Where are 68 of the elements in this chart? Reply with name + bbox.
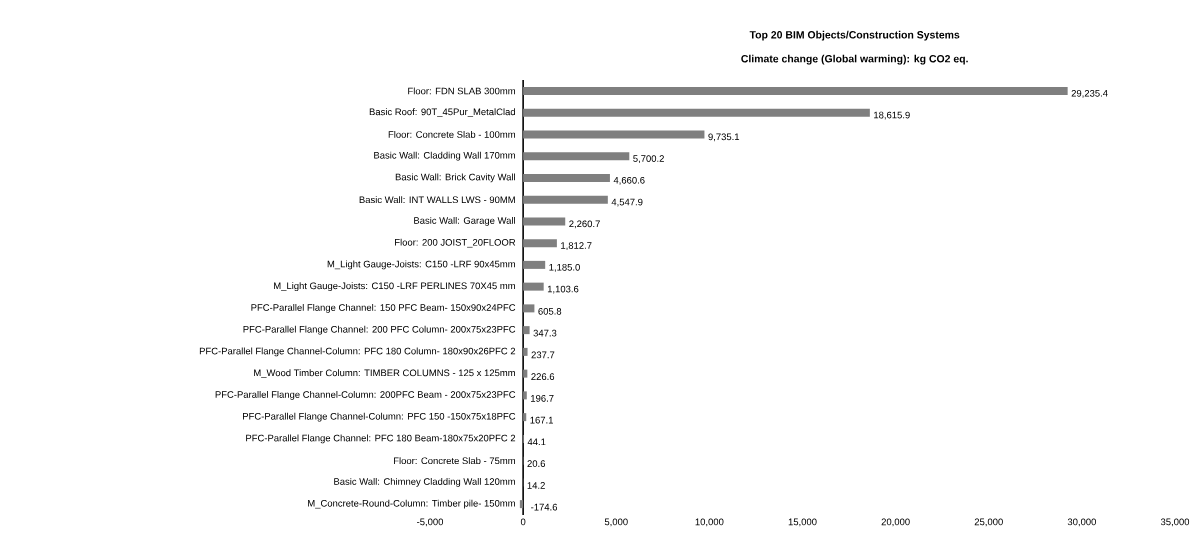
bar xyxy=(523,239,557,248)
data-label: 5,700.2 xyxy=(633,155,664,164)
bar xyxy=(523,326,530,335)
data-label: 2,260.7 xyxy=(569,220,600,229)
y-tick-label: PFC-Parallel Flange Channel: PFC 180 Beam-180x75x20PFC 2 xyxy=(246,434,516,444)
bar xyxy=(523,130,705,139)
y-tick-label: Floor: Concrete Slab - 75mm xyxy=(394,457,515,465)
x-tick-label: 25,000 xyxy=(974,518,1003,527)
y-tick-label: Basic Wall: Brick Cavity Wall xyxy=(395,173,515,183)
data-label: 4,660.6 xyxy=(613,176,645,185)
data-label: 605.8 xyxy=(538,308,562,315)
data-label: 20.6 xyxy=(527,460,546,467)
bar xyxy=(523,369,528,378)
bar xyxy=(523,108,870,117)
bar xyxy=(523,304,535,313)
y-tick-label: Basic Wall: Garage Wall xyxy=(414,216,515,226)
y-tick-label: M_Light Gauge-Joists: C150 -LRF 90x45mm xyxy=(327,260,515,270)
data-label: 44.1 xyxy=(527,438,546,446)
bar xyxy=(523,282,544,291)
bar xyxy=(523,413,527,422)
y-tick-label: Floor: FDN SLAB 300mm xyxy=(408,87,515,95)
y-tick-label: Basic Wall: Cladding Wall 170mm xyxy=(374,151,515,161)
y-tick-label: Basic Wall: Chimney Cladding Wall 120mm xyxy=(334,477,515,487)
y-tick-label: PFC-Parallel Flange Channel-Column: PFC 150 -150x75x18PFC xyxy=(243,412,516,422)
bar xyxy=(523,260,546,269)
y-tick-label: PFC-Parallel Flange Channel-Column: PFC 180 Column- 180x90x26PFC 2 xyxy=(199,347,516,357)
x-tick-label: 30,000 xyxy=(1067,518,1096,527)
bar xyxy=(523,173,610,182)
x-tick-label: 10,000 xyxy=(695,518,724,527)
x-tick-label: 20,000 xyxy=(881,518,910,527)
y-tick-label: M_Concrete-Round-Column: Timber pile- 150mm xyxy=(308,499,515,509)
data-label: 9,735.1 xyxy=(708,133,740,142)
data-label: 18,615.9 xyxy=(874,111,910,120)
data-label: 167.1 xyxy=(530,416,553,424)
y-tick-label: Floor: 200 JOIST_20FLOOR xyxy=(395,238,516,248)
data-label: 1,812.7 xyxy=(561,242,592,251)
x-tick-label: 0 xyxy=(520,518,526,526)
bar xyxy=(523,86,1068,95)
y-tick-label: M_Light Gauge-Joists: C150 -LRF PERLINES 70X45 mm xyxy=(274,282,515,292)
chart-title: Top 20 BIM Objects/Construction Systems xyxy=(749,30,960,41)
bar xyxy=(519,500,524,509)
x-tick-label: 5,000 xyxy=(604,518,628,527)
bar xyxy=(523,152,630,161)
x-tick-label: 15,000 xyxy=(788,518,817,527)
data-label: 1,185.0 xyxy=(549,263,580,272)
x-tick-label: 35,000 xyxy=(1160,518,1190,527)
y-tick-label: PFC-Parallel Flange Channel: 200 PFC Column- 200x75x23PFC xyxy=(243,325,516,335)
data-label: 226.6 xyxy=(531,373,555,380)
data-label: -174.6 xyxy=(531,503,558,511)
y-tick-label: Basic Roof: 90T_45Pur_MetalClad xyxy=(369,108,515,117)
data-label: 1,103.6 xyxy=(547,285,579,294)
bar xyxy=(523,391,527,400)
data-label: 196.7 xyxy=(531,395,554,402)
data-label: 4,547.9 xyxy=(611,198,643,207)
y-tick-label: PFC-Parallel Flange Channel-Column: 200PFC Beam - 200x75x23PFC xyxy=(215,390,516,400)
y-tick-label: M_Wood Timber Column: TIMBER COLUMNS - 125 x 125mm xyxy=(254,369,515,378)
y-tick-label: Floor: Concrete Slab - 100mm xyxy=(388,130,515,138)
chart-subtitle: Climate change (Global warming): kg CO2 eq. xyxy=(741,54,968,65)
bar xyxy=(523,217,566,226)
data-label: 29,235.4 xyxy=(1071,89,1108,98)
data-label: 237.7 xyxy=(531,351,555,359)
y-tick-label: Basic Wall: INT WALLS LWS - 90MM xyxy=(359,196,515,204)
bar xyxy=(523,195,608,204)
bar xyxy=(523,347,528,356)
data-label: 347.3 xyxy=(533,329,557,337)
x-tick-label: -5,000 xyxy=(417,518,444,527)
data-label: 14.2 xyxy=(527,482,545,489)
y-tick-label: PFC-Parallel Flange Channel: 150 PFC Beam- 150x90x24PFC xyxy=(251,303,516,313)
